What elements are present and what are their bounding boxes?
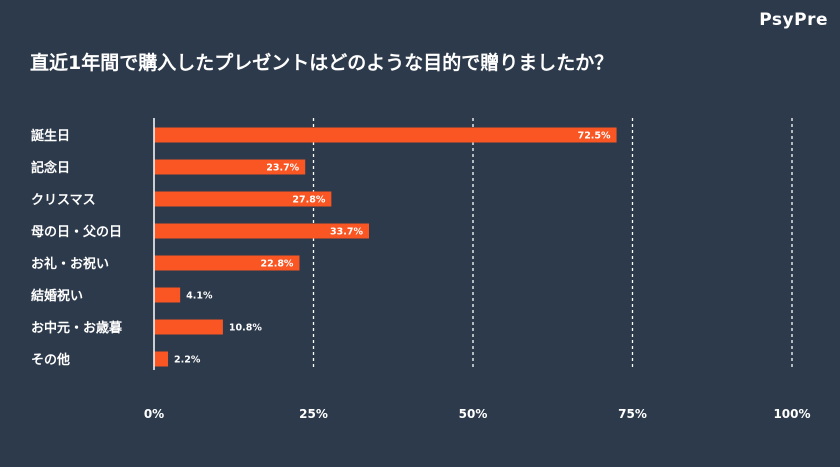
category-label: お礼・お祝い: [31, 256, 109, 272]
category-label: 誕生日: [31, 128, 70, 144]
category-label: クリスマス: [31, 193, 96, 208]
x-tick-label: 0%: [144, 407, 164, 421]
x-axis-ticks: 0% 25% 50% 75% 100%: [144, 407, 811, 421]
grid-lines: [312, 118, 793, 370]
value-label: 10.8%: [229, 323, 262, 334]
bar: [154, 191, 332, 207]
chart-title: 直近1年間で購入したプレゼントはどのような目的で贈りましたか？: [30, 52, 614, 74]
x-tick-label: 100%: [773, 407, 810, 421]
bar: [154, 255, 300, 271]
value-label: 4.1%: [186, 291, 213, 302]
category-label: 記念日: [31, 160, 70, 176]
category-label: その他: [31, 352, 70, 368]
brand-logo: PsyPre: [759, 10, 828, 30]
value-label: 22.8%: [260, 259, 293, 270]
value-label: 2.2%: [174, 355, 201, 366]
x-tick-label: 25%: [299, 407, 328, 421]
category-label: 結婚祝い: [31, 288, 83, 304]
bar: [154, 287, 181, 303]
bar: [154, 319, 223, 335]
x-tick-label: 75%: [618, 407, 647, 421]
bars: 72.5% 23.7% 27.8% 33.7% 22.8% 4.1% 10.8% 2.2%: [154, 127, 617, 367]
bar: [154, 223, 370, 239]
category-label: 母の日・父の日: [31, 225, 122, 240]
value-label: 23.7%: [266, 163, 299, 174]
bar: [154, 351, 169, 367]
value-label: 33.7%: [330, 227, 363, 238]
value-label: 72.5%: [578, 131, 611, 142]
x-tick-label: 50%: [459, 407, 488, 421]
bar: [154, 159, 306, 175]
category-label: お中元・お歳暮: [31, 320, 123, 336]
bar: [154, 127, 617, 143]
value-label: 27.8%: [292, 195, 325, 206]
